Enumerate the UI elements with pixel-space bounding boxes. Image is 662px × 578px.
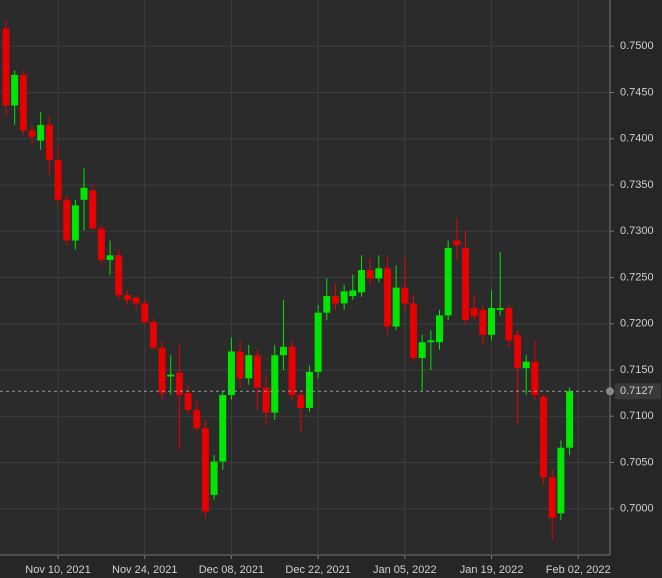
candle-body <box>115 255 123 296</box>
candle-body <box>279 346 287 356</box>
x-tick-label: Feb 02, 2022 <box>546 564 611 576</box>
candle-body <box>531 361 539 395</box>
candle-body <box>401 287 409 304</box>
candle-body <box>262 387 270 413</box>
candle-body <box>418 342 426 358</box>
x-tick-label: Dec 22, 2021 <box>285 564 350 576</box>
candle-body <box>158 347 166 394</box>
candle-body <box>149 321 157 348</box>
last-price-label: 0.7127 <box>620 385 654 397</box>
candle-body <box>71 205 79 241</box>
last-price-box <box>615 383 661 400</box>
candle-body <box>2 28 10 106</box>
candle-body <box>505 308 513 341</box>
candle-body <box>63 199 71 241</box>
x-tick-label: Nov 10, 2021 <box>25 564 90 576</box>
x-tick-label: Nov 24, 2021 <box>112 564 177 576</box>
y-tick-label: 0.7150 <box>620 364 654 376</box>
y-tick-label: 0.7500 <box>620 40 654 52</box>
candle-body <box>11 74 19 106</box>
x-tick-label: Dec 08, 2021 <box>199 564 264 576</box>
y-tick-label: 0.7250 <box>620 271 654 283</box>
candle-body <box>37 124 45 141</box>
candle-body <box>548 477 556 518</box>
last-price-marker <box>606 387 614 396</box>
candle-body <box>427 340 435 343</box>
candle-body <box>167 374 175 377</box>
candle-body <box>331 296 339 304</box>
y-tick-label: 0.7000 <box>620 503 654 515</box>
candle-body <box>436 315 443 343</box>
candle-body <box>288 346 296 395</box>
candle-body <box>470 308 478 317</box>
candle-body <box>297 394 305 408</box>
candle-body <box>453 240 461 246</box>
candle-body <box>175 372 183 395</box>
candle-body <box>557 447 565 514</box>
candle-body <box>514 334 522 369</box>
candle-body <box>45 124 53 161</box>
y-tick-label: 0.7300 <box>620 225 654 237</box>
candle-body <box>210 461 218 495</box>
candle-body <box>106 255 114 260</box>
y-tick-label: 0.7100 <box>620 410 654 422</box>
candle-body <box>479 309 487 335</box>
y-tick-label: 0.7400 <box>620 133 654 145</box>
candle-body <box>357 270 365 293</box>
candle-body <box>236 351 244 379</box>
x-tick-label: Jan 05, 2022 <box>373 564 437 576</box>
candle-body <box>132 297 140 304</box>
candle-body <box>245 355 253 379</box>
candle-body <box>540 396 548 478</box>
candle-body <box>349 290 357 296</box>
candle-body <box>444 247 452 316</box>
candle-body <box>193 409 201 429</box>
y-tick-label: 0.7350 <box>620 179 654 191</box>
candle-body <box>462 247 470 321</box>
candle-body <box>488 308 496 335</box>
y-tick-label: 0.7200 <box>620 318 654 330</box>
candle-body <box>201 428 209 512</box>
y-tick-label: 0.7450 <box>620 86 654 98</box>
x-tick-label: Jan 19, 2022 <box>460 564 524 576</box>
candle-body <box>28 130 36 137</box>
candle-body <box>80 187 88 200</box>
candle-body <box>54 160 62 200</box>
candle-body <box>340 291 348 304</box>
candle-body <box>383 268 391 327</box>
candle-body <box>566 391 574 448</box>
candle-body <box>375 268 383 279</box>
candle-body <box>366 270 374 279</box>
y-tick-label: 0.7050 <box>620 456 654 468</box>
candle-body <box>253 355 261 388</box>
candle-body <box>89 190 97 229</box>
candle-body <box>392 287 400 327</box>
candle-body <box>522 361 530 369</box>
candle-body <box>19 74 27 131</box>
candle-body <box>123 295 131 300</box>
candle-body <box>97 228 105 260</box>
candle-body <box>323 296 331 313</box>
candle-body <box>496 308 504 310</box>
candle-body <box>314 312 322 372</box>
candle-body <box>271 355 279 413</box>
candle-body <box>184 393 192 410</box>
candle-body <box>305 371 313 408</box>
candle-body <box>219 394 227 462</box>
candle-body <box>409 303 417 358</box>
candle-body <box>141 303 149 322</box>
candle-body <box>227 351 235 395</box>
